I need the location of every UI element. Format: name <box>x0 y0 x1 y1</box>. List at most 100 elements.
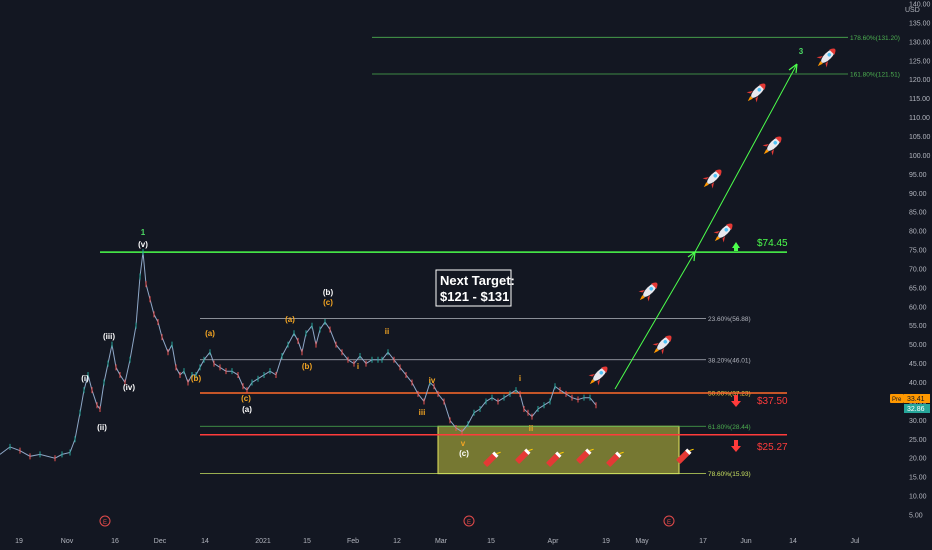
y-tick-label: 25.00 <box>909 437 927 444</box>
rocket-nose <box>601 366 608 373</box>
y-tick-label: 65.00 <box>909 285 927 292</box>
next-target-box: Next Target: $121 - $131 <box>435 269 515 307</box>
price-series <box>0 249 597 462</box>
fib-level-label: 50.00%(37.23) <box>708 391 751 398</box>
y-tick-label: 40.00 <box>909 380 927 387</box>
current-price-tag: Pre 33.41 32.86 <box>890 394 930 413</box>
next-target-line2: $121 - $131 <box>440 289 509 304</box>
rocket-fin <box>746 91 758 103</box>
wave-label: (iii) <box>103 332 115 341</box>
down-arrow-icon <box>731 440 741 452</box>
rocket-icon <box>638 282 658 302</box>
rocket-icon <box>713 223 733 243</box>
wave-label: (iv) <box>123 383 135 392</box>
wave-label: (b) <box>302 362 313 371</box>
pre-market-badge-text: Pre <box>892 397 902 403</box>
y-tick-label: 95.00 <box>909 172 927 179</box>
y-tick-label: 130.00 <box>909 39 931 46</box>
fib-level-label: 161.80%(121.51) <box>850 71 900 78</box>
y-tick-label: 135.00 <box>909 20 931 27</box>
pre-market-badge <box>890 394 904 403</box>
wave-label: (a) <box>205 329 215 338</box>
fib-level-label: 61.80%(28.44) <box>708 424 751 431</box>
rocket-nose <box>651 282 658 289</box>
x-tick-label: 14 <box>201 538 209 545</box>
rocket-icon <box>816 48 836 68</box>
wave-label: v <box>461 439 466 448</box>
y-tick-label: 10.00 <box>909 494 927 501</box>
wave-label: (c) <box>323 298 333 307</box>
y-tick-label: 30.00 <box>909 418 927 425</box>
rocket-icon <box>652 335 672 355</box>
arrow-head-icon <box>788 63 798 74</box>
projection-leg-2 <box>694 63 798 253</box>
x-tick-label: 15 <box>303 538 311 545</box>
earnings-icon[interactable] <box>99 515 111 527</box>
buy-zone-layer <box>437 425 680 475</box>
y-tick-label: 5.00 <box>909 513 923 520</box>
y-tick-label: 80.00 <box>909 229 927 236</box>
level-37-label: $37.50 <box>757 396 788 407</box>
y-tick-label: 125.00 <box>909 58 931 65</box>
y-tick-label: 50.00 <box>909 342 927 349</box>
earnings-icon-glyph: E <box>467 520 471 526</box>
firecracker-icon <box>546 451 564 467</box>
rocket-fin <box>713 231 725 243</box>
fib-level-label: 38.20%(46.01) <box>708 357 751 364</box>
wave-label: iv <box>429 376 436 385</box>
wave-label: (ii) <box>97 423 107 432</box>
wave-label: 1 <box>141 228 146 237</box>
firecracker-fuse <box>619 451 624 455</box>
firecracker-cap <box>524 448 531 455</box>
x-tick-label: 12 <box>393 538 401 545</box>
y-tick-label: 85.00 <box>909 210 927 217</box>
firecracker-icon <box>676 448 694 464</box>
price-axis[interactable]: 5.0010.0015.0020.0025.0030.0035.0040.004… <box>909 2 931 520</box>
y-tick-label: 60.00 <box>909 304 927 311</box>
down-arrow-icon <box>731 395 741 407</box>
rocket-nose <box>759 83 766 90</box>
event-markers: E E E <box>99 515 675 527</box>
firecracker-icon <box>606 451 624 467</box>
firecracker-cap <box>685 448 692 455</box>
next-target-frame <box>435 269 512 307</box>
rocket-body <box>718 224 732 238</box>
level-37-group: $37.50 <box>731 395 788 407</box>
rocket-icons <box>483 48 836 467</box>
last-price-text: 33.41 <box>907 396 925 403</box>
level-25-group: $25.27 <box>731 440 788 453</box>
projection-arrows <box>614 63 798 390</box>
wave-label: iii <box>419 408 426 417</box>
x-tick-label: 15 <box>487 538 495 545</box>
time-axis[interactable]: 19 Nov 16 Dec 14 2021 15 Feb 12 Mar 15 Apr 19 May 17 Ju… <box>15 538 860 545</box>
earnings-icon[interactable] <box>463 515 475 527</box>
wave-label: (b) <box>191 374 202 383</box>
wave-label: (v) <box>138 240 148 249</box>
wave-label: (b) <box>323 288 334 297</box>
y-tick-label: 120.00 <box>909 77 931 84</box>
level-74-label: $74.45 <box>757 238 788 249</box>
wave-labels: 1(v)(iii)(i)(iv)(ii)(a)(b)(c)(a)(a)(b)(b… <box>81 47 804 458</box>
firecracker-cap <box>585 448 592 455</box>
earnings-icon[interactable] <box>663 515 675 527</box>
rocket-window <box>663 339 668 344</box>
y-tick-label: 55.00 <box>909 323 927 330</box>
y-tick-label: 110.00 <box>909 115 930 122</box>
next-target-line1: Next Target: <box>440 273 515 288</box>
wave-label: ii <box>385 327 389 336</box>
x-tick-label: Dec <box>154 538 167 545</box>
x-tick-label: Nov <box>61 538 74 545</box>
last-price-small-text: 32.86 <box>907 406 925 413</box>
x-tick-label: Jul <box>851 538 860 545</box>
wave-label: ii <box>529 424 533 433</box>
x-tick-label: Jun <box>740 538 751 545</box>
rocket-window <box>757 87 762 92</box>
y-tick-label: 45.00 <box>909 361 927 368</box>
firecracker-fuse <box>559 451 564 455</box>
rocket-window <box>649 286 654 291</box>
arrow-head-icon <box>687 251 696 262</box>
rocket-nose <box>775 136 782 143</box>
wave-label: i <box>357 362 359 371</box>
up-arrow-icon <box>732 242 740 251</box>
